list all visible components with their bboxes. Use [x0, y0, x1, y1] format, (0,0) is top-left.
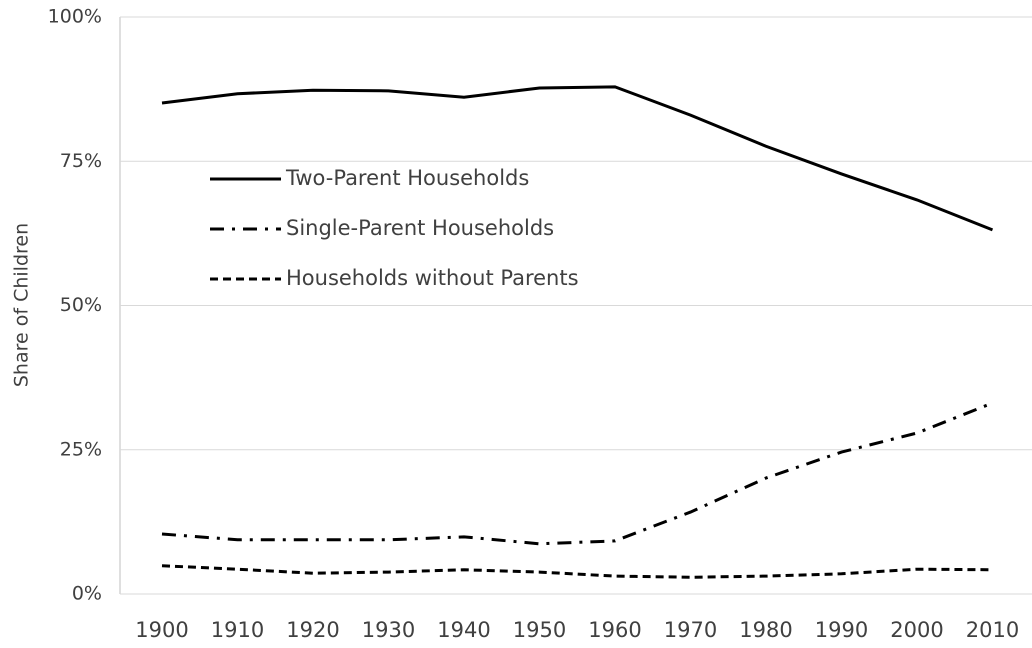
x-tick-label: 1990 — [815, 618, 868, 642]
x-tick-label: 2000 — [890, 618, 943, 642]
x-tick-label: 1940 — [437, 618, 490, 642]
legend-label: Households without Parents — [286, 266, 579, 290]
line-series — [161, 564, 993, 579]
y-tick-label: 50% — [60, 294, 102, 316]
x-tick-label: 1960 — [588, 618, 641, 642]
y-tick-label: 0% — [72, 583, 102, 605]
x-tick-label: 2010 — [966, 618, 1019, 642]
x-tick-label: 1980 — [739, 618, 792, 642]
x-tick-label: 1950 — [513, 618, 566, 642]
y-tick-label: 25% — [60, 438, 102, 460]
x-tick-label: 1920 — [286, 618, 339, 642]
legend-label: Two-Parent Households — [285, 166, 529, 190]
x-tick-label: 1910 — [211, 618, 264, 642]
line-series — [161, 85, 994, 232]
y-tick-label: 75% — [60, 150, 102, 172]
x-tick-label: 1900 — [135, 618, 188, 642]
y-axis-label: Share of Children — [11, 223, 33, 387]
line-series — [161, 401, 994, 546]
x-tick-label: 1930 — [362, 618, 415, 642]
legend-label: Single-Parent Households — [286, 216, 554, 240]
x-tick-label: 1970 — [664, 618, 717, 642]
y-tick-label: 100% — [48, 6, 102, 28]
